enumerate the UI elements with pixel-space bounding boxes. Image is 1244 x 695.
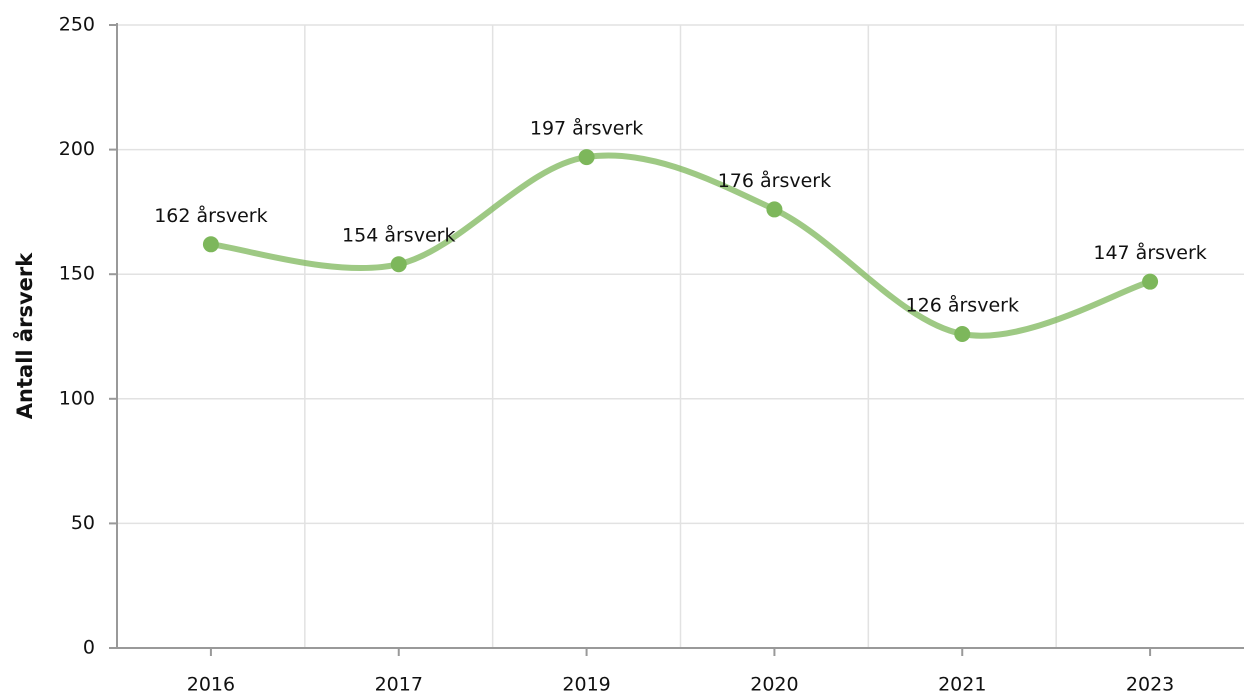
- marker: [954, 326, 971, 343]
- y-tick-label: 100: [59, 387, 95, 409]
- data-label: 154 årsverk: [342, 224, 455, 247]
- marker: [578, 149, 595, 166]
- y-tick-label: 150: [59, 263, 95, 285]
- marker: [1142, 273, 1159, 290]
- x-tick-label: 2017: [375, 674, 423, 695]
- x-tick-label: 2016: [187, 674, 235, 695]
- y-tick-label: 0: [83, 637, 95, 659]
- y-tick-label: 200: [59, 138, 95, 160]
- data-label: 126 årsverk: [906, 294, 1019, 317]
- marker: [766, 201, 783, 218]
- x-tick-label: 2023: [1126, 674, 1174, 695]
- y-tick-label: 250: [59, 14, 95, 36]
- marker: [202, 236, 219, 253]
- data-label: 162 årsverk: [154, 204, 267, 227]
- marker: [390, 256, 407, 273]
- data-label: 176 årsverk: [718, 169, 831, 192]
- y-tick-label: 50: [71, 512, 95, 534]
- data-label: 197 årsverk: [530, 117, 643, 140]
- x-tick-label: 2021: [938, 674, 986, 695]
- line: [207, 152, 1154, 339]
- data-label: 147 årsverk: [1093, 241, 1206, 264]
- x-tick-label: 2020: [750, 674, 798, 695]
- x-tick-label: 2019: [562, 674, 610, 695]
- y-axis-label: Antall årsverk: [12, 252, 37, 419]
